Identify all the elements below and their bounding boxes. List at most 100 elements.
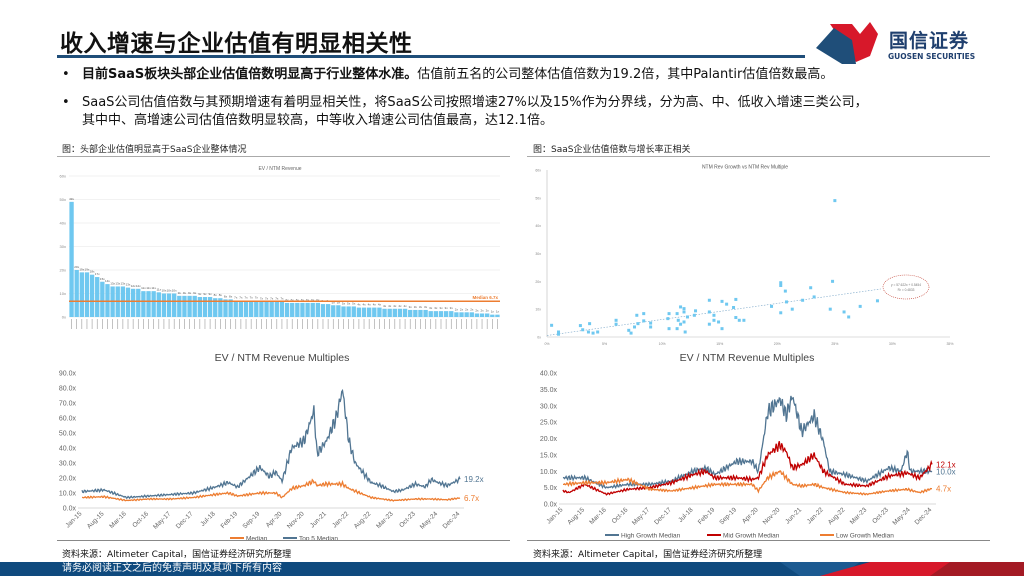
scatter-point: [675, 312, 679, 316]
bar: [269, 301, 274, 317]
y-tick-label: 0x: [62, 315, 66, 320]
bar-value-label: 6x: [291, 298, 295, 302]
x-tick-label: Oct-16: [611, 506, 630, 525]
bar-value-label: 6x: [316, 298, 320, 302]
bar: [177, 295, 182, 317]
bar-value-label: 10x: [167, 289, 172, 293]
bar-value-label: 13x: [120, 281, 125, 285]
y-tick-label: 0.0x: [544, 502, 558, 509]
scatter-point: [675, 327, 679, 331]
bullet-2-line1: SaaS公司估值倍数与其预期增速有着明显相关性，将SaaS公司按照增速27%以及…: [82, 95, 868, 110]
chart-title: EV / NTM Revenue Multiples: [680, 352, 815, 364]
scatter-point: [633, 325, 637, 329]
y-tick-label: 15.0x: [540, 452, 558, 459]
footer-disclaimer: 请务必阅读正文之后的免责声明及其项下所有内容: [62, 563, 282, 574]
bar: [187, 295, 192, 317]
caption-left: 图：头部企业估值明显高于SaaS企业整体情况: [62, 145, 247, 155]
scatter-point: [770, 304, 774, 308]
trendline-highlight-ellipse: [882, 274, 930, 300]
bar-value-label: 11x: [141, 286, 146, 290]
logo-mark-icon: [816, 22, 878, 64]
bar-value-label: 8x: [214, 293, 218, 297]
bar-value-label: 8x: [229, 294, 233, 298]
scatter-point: [667, 312, 671, 316]
y-tick-label: 30.0x: [540, 403, 558, 410]
scatter-point: [636, 322, 640, 326]
bar: [351, 306, 356, 317]
x-tick-label: May-24: [419, 510, 440, 531]
x-tick-label: 25%: [831, 342, 838, 346]
y-tick-label: 35.0x: [540, 387, 558, 394]
scatter-point: [779, 284, 783, 288]
y-tick-label: 20.0x: [59, 476, 77, 483]
bar: [423, 309, 428, 317]
bar: [243, 300, 249, 317]
median-label: Median 6.7x: [472, 295, 498, 300]
bar: [459, 312, 464, 317]
x-tick-label: Apr-20: [265, 510, 284, 529]
scatter-point: [734, 316, 738, 320]
bar: [238, 300, 244, 317]
bar-value-label: 9x: [188, 291, 192, 295]
bar: [325, 304, 331, 317]
scatter-point: [833, 199, 837, 203]
x-tick-label: Dec-24: [442, 510, 462, 530]
bar-value-label: 4x: [368, 303, 372, 307]
scatter-point: [692, 313, 696, 317]
series-line-low-growth-median: [563, 469, 933, 496]
bar-value-label: 5x: [332, 300, 336, 304]
caption-right-rule: [527, 156, 990, 157]
bar-value-label: 6x: [311, 298, 315, 302]
bar-chart-ev-ntm: EV / NTM Revenue 0x 10x 20x 30x 40x 50x 60x 49x 2…: [60, 166, 500, 329]
y-tick-label: 10.0x: [540, 469, 558, 476]
x-tick-label: Oct-23: [871, 506, 890, 525]
bar: [95, 277, 100, 317]
bar: [469, 312, 474, 317]
bar-value-label: 2x: [460, 307, 464, 311]
bar-value-label: 49x: [69, 197, 74, 201]
bar: [259, 301, 264, 317]
scatter-point: [627, 328, 631, 332]
y-tick-label: 20x: [60, 268, 66, 273]
y-tick-label: 0x: [537, 336, 541, 340]
bullet-2-line2: 其中中、高增速公司估值倍数明显较高，中等收入增速公司估值最高，达12.1倍。: [82, 113, 553, 128]
bar: [248, 300, 254, 317]
scatter-point: [676, 318, 680, 322]
bar-value-label: 10x: [172, 289, 177, 293]
bar: [418, 309, 423, 317]
bar-value-label: 4x: [393, 304, 397, 308]
bar: [146, 291, 151, 317]
bar: [305, 302, 310, 317]
x-tick-label: Nov-20: [762, 506, 782, 526]
bar: [136, 288, 141, 317]
bar: [428, 311, 433, 317]
bar-value-label: 2x: [486, 308, 490, 312]
scatter-point: [734, 297, 738, 301]
series-end-label: 19.2x: [464, 475, 484, 484]
bar: [485, 313, 490, 317]
bar-value-label: 13x: [126, 283, 131, 287]
x-tick-label: 35%: [946, 342, 953, 346]
y-tick-label: 25.0x: [540, 420, 558, 427]
bar-value-label: 3x: [450, 306, 454, 310]
scatter-point: [779, 281, 783, 285]
bar-value-label: 4x: [378, 303, 382, 307]
bar-value-label: 7x: [275, 297, 279, 301]
bar: [182, 295, 187, 317]
scatter-point: [649, 325, 653, 329]
bar: [166, 293, 172, 317]
series-end-label: 6.7x: [464, 494, 479, 503]
bar-value-label: 6x: [285, 298, 289, 302]
bar-value-label: 3x: [445, 306, 449, 310]
bar-value-label: 5x: [337, 300, 341, 304]
trendline: [546, 288, 881, 336]
y-tick-label: 40x: [60, 221, 66, 226]
bar-value-label: 7x: [280, 297, 284, 301]
line-chart-top5-median: EV / NTM Revenue Multiples 0.0x 10.0x 20.0x…: [59, 352, 484, 540]
bar: [408, 309, 413, 317]
series-line-median: [81, 478, 461, 502]
x-tick-label: 0%: [544, 342, 549, 346]
scatter-point: [550, 323, 554, 327]
bar: [172, 293, 177, 317]
bar: [387, 308, 392, 317]
